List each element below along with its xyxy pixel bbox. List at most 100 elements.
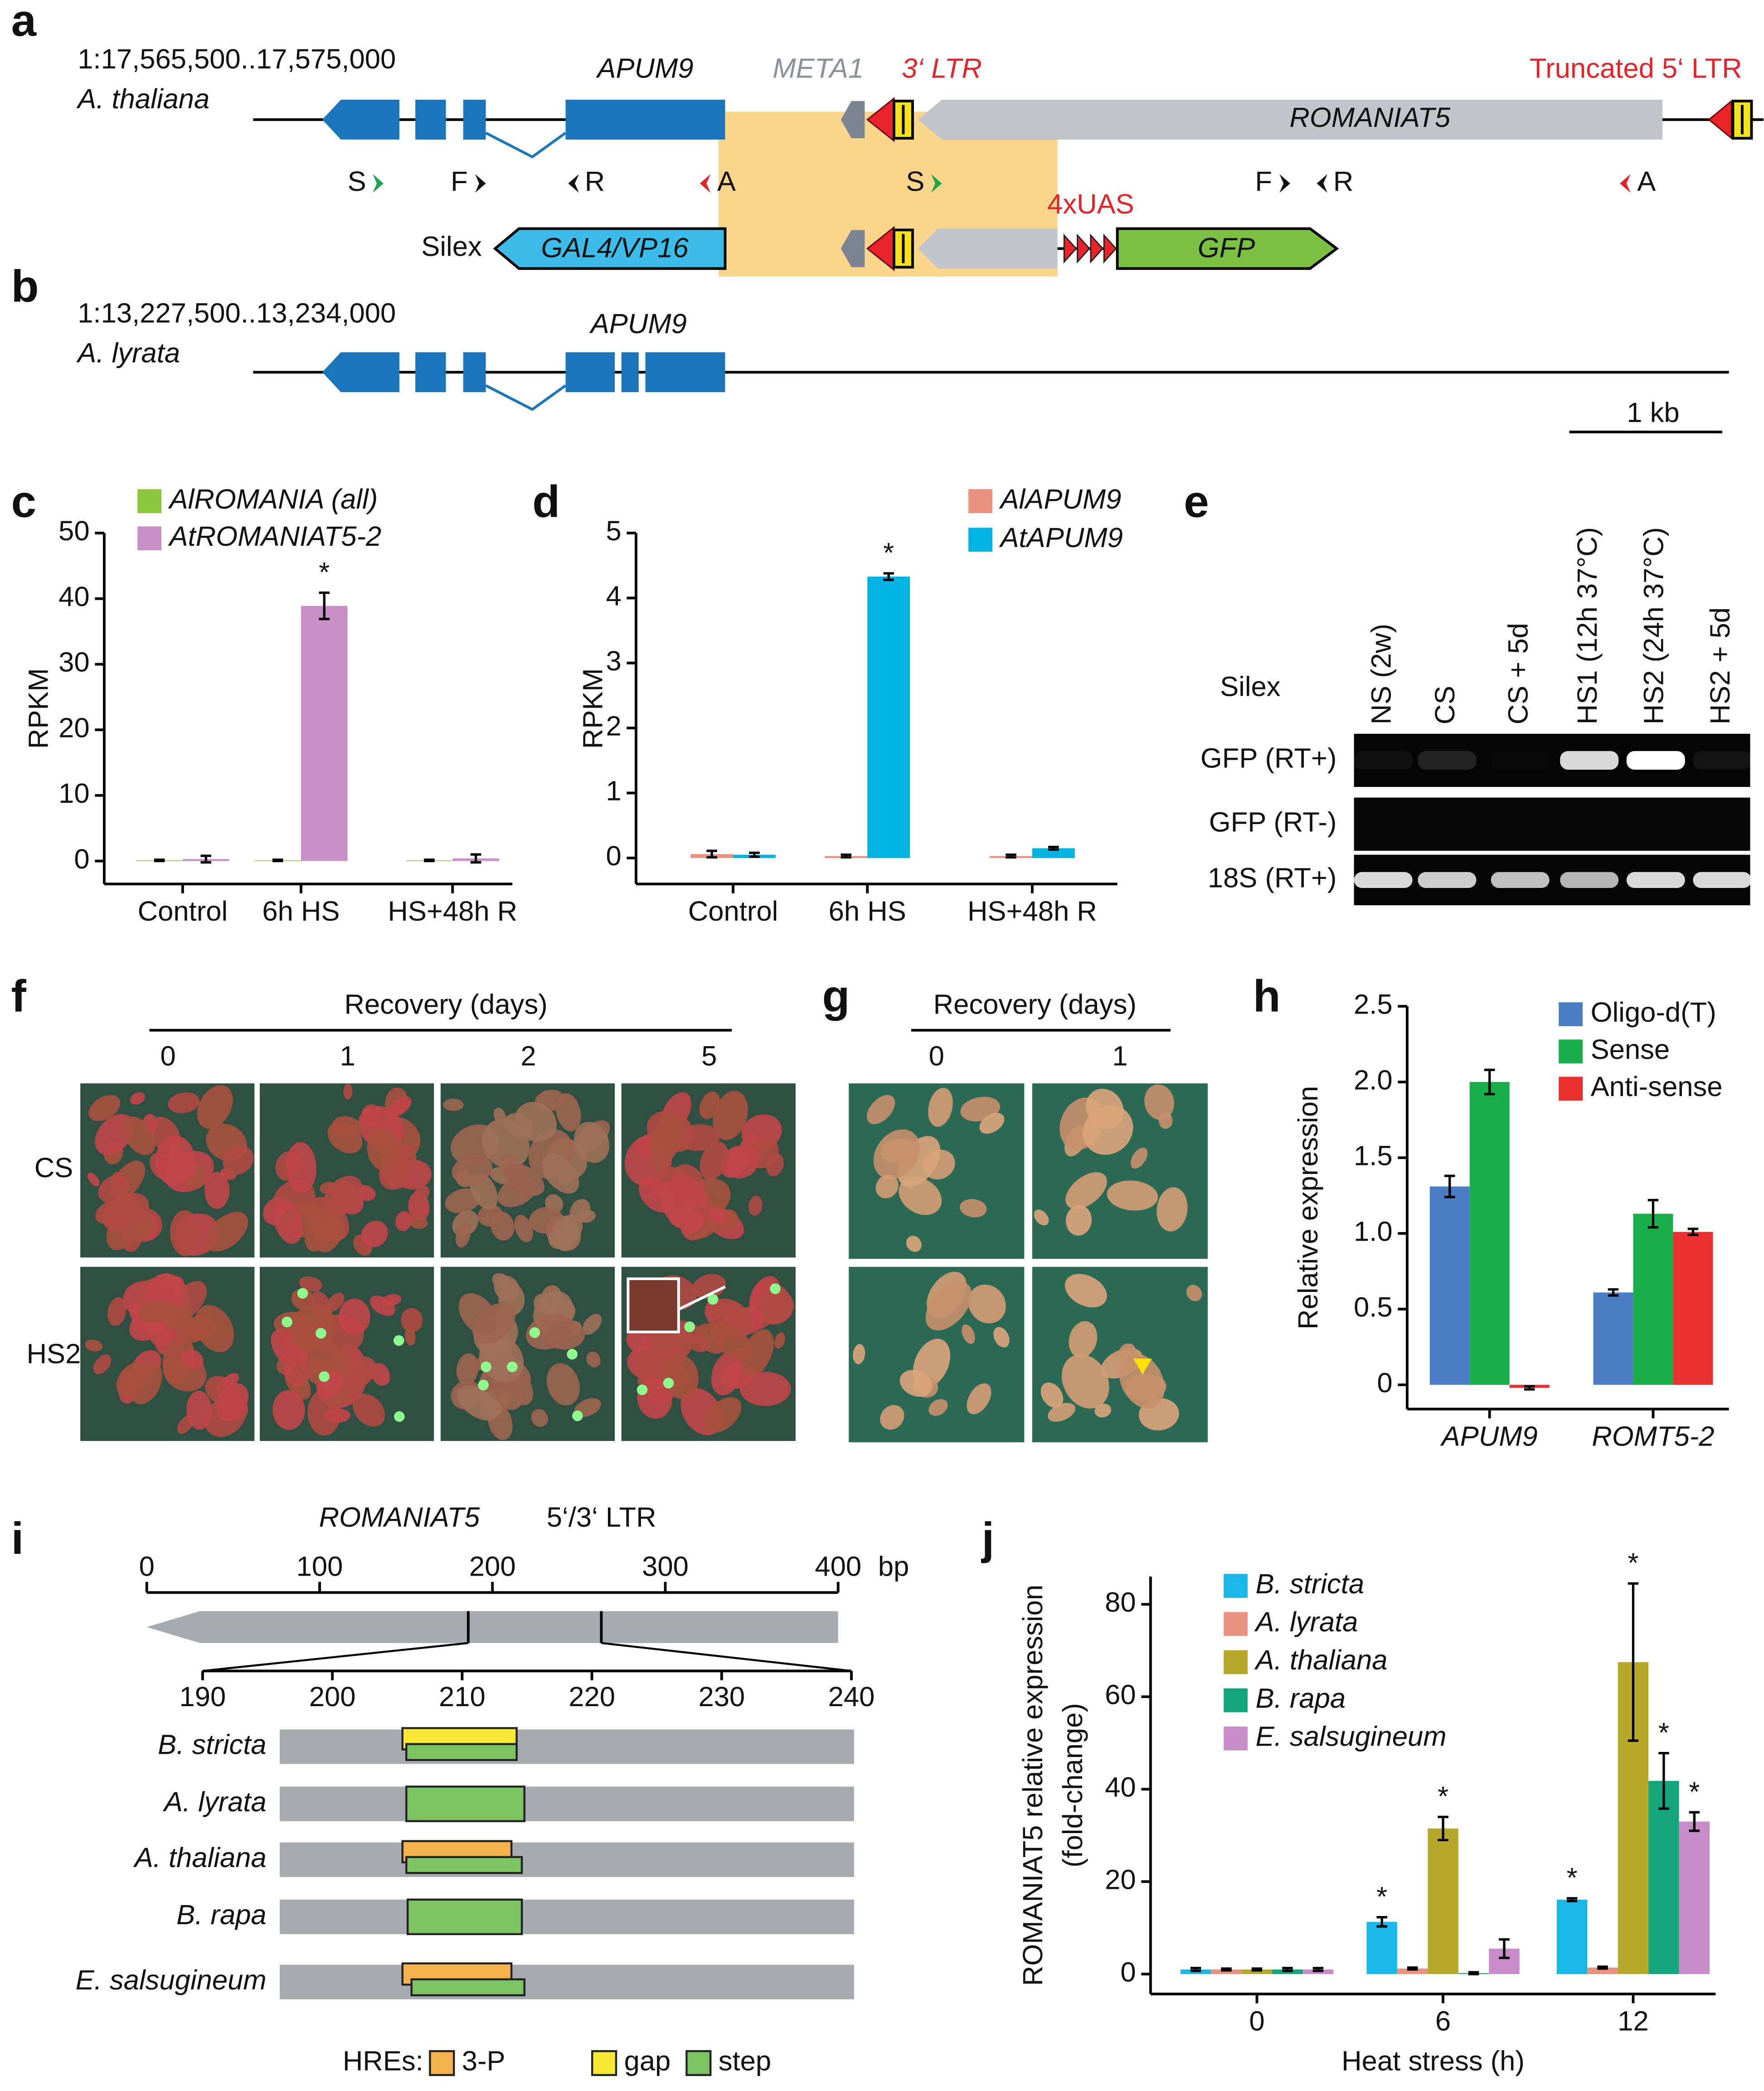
primer-arrow: [373, 174, 384, 193]
leaf: [739, 1372, 791, 1406]
error-bar: [1376, 1916, 1387, 1928]
leaf: [700, 1141, 729, 1180]
y-tick-label: 0: [1377, 1367, 1392, 1398]
leaf: [880, 1405, 904, 1430]
leaf: [304, 1204, 345, 1242]
x-tick-label: HS+48h R: [967, 896, 1097, 927]
day-label: 0: [929, 1041, 944, 1072]
axis-title: Recovery (days): [933, 989, 1137, 1020]
bar: [1673, 1232, 1713, 1385]
leaf: [286, 1142, 317, 1193]
sequence-bar: [280, 1786, 854, 1821]
legend-swatch: [1224, 1574, 1248, 1598]
legend-swatch: [1224, 1726, 1248, 1751]
error-bar: [1628, 1582, 1639, 1742]
leaf: [290, 1304, 336, 1352]
hre: [405, 1743, 518, 1761]
error-bar: [1524, 1385, 1535, 1391]
legend-label: A. lyrata: [1254, 1606, 1358, 1638]
leaf: [569, 1199, 591, 1222]
te-label: ROMANIAT5: [1289, 102, 1450, 133]
leaf: [412, 1185, 430, 1203]
bar: [1679, 1821, 1710, 1975]
leaf: [472, 1303, 516, 1344]
error-bar: [1407, 1966, 1418, 1971]
leaf: [626, 1330, 652, 1354]
annotation: *: [883, 537, 894, 568]
leaf: [573, 1121, 610, 1163]
leaf: [93, 1354, 112, 1374]
leaf: [323, 1175, 363, 1216]
leaf: [853, 1344, 865, 1364]
leaf: [170, 1210, 201, 1257]
row-label: 18S (RT+): [1208, 863, 1337, 894]
gfp-spot: [282, 1316, 292, 1328]
legend-label: AlAPUM9: [999, 484, 1122, 515]
leaf: [216, 1383, 249, 1421]
leaf: [457, 1385, 500, 1421]
leaf: [194, 1305, 234, 1353]
y-tick-label: 0: [1120, 1956, 1136, 1988]
sequence-bar: [280, 1842, 854, 1877]
legend-label: Anti-sense: [1591, 1071, 1723, 1102]
construct-label: Silex: [421, 231, 482, 262]
x-tick-label: 12: [1618, 2006, 1649, 2037]
error-bar: [1438, 1815, 1448, 1841]
zoom-line: [202, 1642, 469, 1672]
x-tick-label: 6h HS: [262, 896, 340, 927]
leaf: [1094, 1403, 1112, 1418]
legend-swatch: [1224, 1650, 1248, 1674]
gfp-spot: [572, 1410, 583, 1421]
panel-label: j: [981, 1514, 994, 1564]
gene-label: APUM9: [595, 53, 693, 84]
leaf: [455, 1223, 471, 1248]
y-tick-label: 20: [1105, 1864, 1136, 1895]
leaf: [456, 1353, 479, 1385]
error-bar: [1048, 845, 1059, 851]
legend-label: step: [719, 2046, 771, 2077]
primer-label: S: [906, 166, 924, 197]
leaf: [339, 1298, 370, 1335]
legend-label: Sense: [1591, 1034, 1670, 1065]
day-label: 0: [160, 1041, 176, 1072]
day-label: 1: [340, 1041, 355, 1072]
leaf: [1069, 1321, 1098, 1358]
leaf: [906, 1236, 922, 1252]
leaf: [197, 1085, 233, 1129]
leaf: [85, 1339, 103, 1352]
reporter-label: GFP: [1198, 233, 1255, 264]
annotation: *: [1628, 1548, 1638, 1579]
leaf: [692, 1274, 726, 1299]
hre: [406, 1898, 523, 1936]
primer-label: A: [717, 166, 736, 197]
annotation: *: [1376, 1881, 1387, 1912]
bar: [1241, 1969, 1273, 1975]
legend-swatch: [591, 2050, 617, 2076]
error-bar: [1658, 1751, 1669, 1810]
leaf: [205, 1212, 248, 1252]
leaf: [713, 1091, 748, 1140]
error-bar: [1608, 1288, 1619, 1297]
leaf: [1066, 1205, 1092, 1236]
gfp-spot: [507, 1361, 518, 1373]
hre: [405, 1785, 525, 1822]
leaf: [707, 1208, 728, 1224]
leaf: [679, 1211, 705, 1233]
tick-label: 230: [698, 1681, 745, 1713]
bar: [1469, 1082, 1510, 1385]
gene-model: [322, 99, 725, 159]
error-bar: [1190, 1967, 1201, 1972]
species-label: B. rapa: [176, 1899, 267, 1931]
panel-label: c: [11, 477, 36, 527]
bar: [1633, 1213, 1673, 1385]
leaf: [155, 1135, 195, 1186]
tick-label: 220: [569, 1681, 615, 1713]
lane-label: HS2 (24h 37°C): [1638, 527, 1670, 724]
axis-title: Recovery (days): [344, 989, 547, 1020]
legend-swatch: [1559, 1077, 1583, 1101]
tick-label: 400: [815, 1551, 861, 1582]
leaf: [1040, 1382, 1064, 1408]
y-axis-title: Relative expression: [1293, 1086, 1324, 1329]
leaf: [367, 1128, 400, 1171]
error-bar: [1221, 1967, 1232, 1972]
